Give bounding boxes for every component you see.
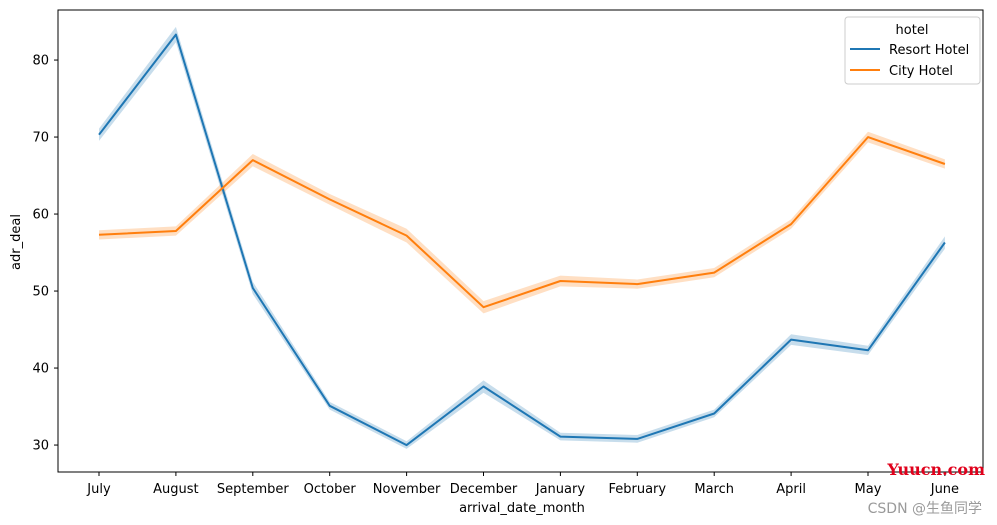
- ci-band-city-hotel: [99, 131, 945, 314]
- x-tick-label-november: November: [373, 482, 441, 497]
- ci-band-resort-hotel: [99, 26, 945, 449]
- x-tick-label-march: March: [694, 482, 734, 497]
- x-tick-label-december: December: [450, 482, 518, 497]
- confidence-bands: [99, 26, 945, 449]
- y-tick-label-60: 60: [32, 208, 49, 223]
- x-tick-label-may: May: [855, 482, 882, 497]
- watermark-author: CSDN @生鱼同学: [868, 500, 982, 517]
- y-tick-label-70: 70: [32, 131, 49, 146]
- series-line-city-hotel: [98, 136, 946, 309]
- y-tick-label-50: 50: [32, 285, 49, 300]
- x-tick-label-january: January: [535, 482, 586, 497]
- legend-label-city: City Hotel: [889, 64, 953, 79]
- x-tick-label-october: October: [304, 482, 357, 497]
- watermark-site: Yuucn.com: [886, 460, 985, 479]
- x-tick-label-august: August: [153, 482, 199, 497]
- x-tick-label-september: September: [217, 482, 290, 497]
- x-axis-label: arrival_date_month: [459, 501, 585, 516]
- legend-label-resort: Resort Hotel: [889, 43, 969, 58]
- x-tick-label-february: February: [608, 482, 666, 497]
- x-tick-label-july: July: [86, 482, 111, 497]
- plot-frame: [57, 9, 984, 473]
- y-axis-label: adr_deal: [9, 214, 24, 270]
- legend-title: hotel: [896, 23, 929, 38]
- x-tick-label-april: April: [776, 482, 806, 497]
- legend-box: [844, 16, 981, 85]
- series-lines: [98, 33, 946, 447]
- legend: hotel Resort Hotel City Hotel: [844, 16, 981, 85]
- plot-border: [57, 9, 984, 473]
- x-axis: July August September October November Decemb…: [86, 472, 959, 497]
- y-tick-label-40: 40: [32, 362, 49, 377]
- y-axis: 30 40 50 60 70 80: [32, 54, 58, 454]
- series-line-resort-hotel: [98, 33, 946, 447]
- y-tick-label-30: 30: [32, 439, 49, 454]
- y-tick-label-80: 80: [32, 54, 49, 69]
- x-tick-label-june: June: [930, 482, 959, 497]
